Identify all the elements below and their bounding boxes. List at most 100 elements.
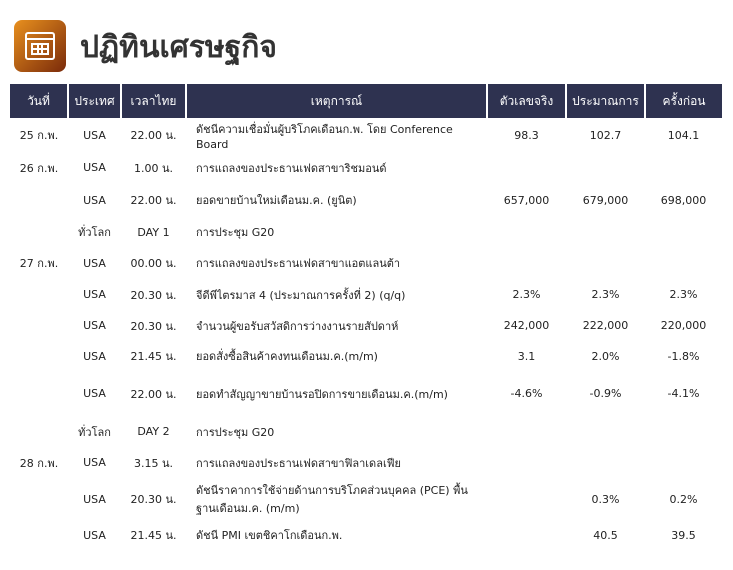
cell-actual (487, 416, 566, 447)
cell-time: 22.00 น. (130, 194, 177, 207)
cell-actual: 3.1 (517, 349, 536, 363)
cell-time: 3.15 น. (133, 456, 173, 470)
cell-country: USA (83, 387, 106, 400)
cell-country: ทั่วโลก (78, 226, 111, 239)
cell-country: USA (83, 349, 106, 363)
cell-country: USA (83, 319, 106, 332)
cell-actual (487, 520, 566, 550)
cell-actual (487, 447, 566, 478)
cell-event: ดัชนีราคาการใช้จ่ายด้านการบริโภคส่วนบุคค… (196, 484, 468, 515)
table-row: USA 21.45 น. ดัชนี PMI เขตชิคาโกเดือนก.พ. 4… (10, 520, 722, 550)
cell-actual (487, 478, 566, 520)
cell-previous (645, 152, 722, 183)
cell-forecast (566, 447, 645, 478)
table-row: ทั่วโลก DAY 1 การประชุม G20 (10, 217, 722, 247)
cell-forecast: -0.9% (589, 387, 622, 400)
cell-previous: -4.1% (667, 387, 700, 400)
cell-event: ยอดขายบ้านใหม่เดือนม.ค. (ยูนิต) (196, 194, 357, 207)
cell-date (10, 478, 68, 520)
cell-date (10, 183, 68, 217)
cell-time: 21.45 น. (130, 529, 177, 542)
cell-forecast: 222,000 (582, 319, 629, 332)
cell-country: USA (83, 128, 106, 142)
cell-forecast: 102.7 (589, 128, 622, 142)
table-row: USA 20.30 น. ดัชนีราคาการใช้จ่ายด้านการบริ… (10, 478, 722, 520)
cell-date (10, 341, 68, 371)
cell-date (10, 371, 68, 416)
cell-event: ดัชนีความเชื่อมั่นผู้บริโภคเดือนก.พ. โดย… (196, 122, 453, 151)
cell-actual: 657,000 (503, 193, 550, 207)
cell-date (10, 279, 68, 310)
cell-previous: 39.5 (671, 528, 696, 542)
cell-forecast (566, 217, 645, 247)
cell-date: 27 ก.พ. (19, 257, 59, 270)
cell-actual (487, 247, 566, 279)
table-row: USA 20.30 น. จีดีพีไตรมาส 4 (ประมาณการครั้… (10, 279, 722, 310)
cell-previous: -1.8% (667, 349, 700, 363)
cell-event: การประชุม G20 (196, 425, 275, 439)
cell-forecast: 0.3% (591, 492, 620, 506)
table-row: 25 ก.พ. USA 22.00 น. ดัชนีความเชื่อมั่นผู้บ… (10, 118, 722, 152)
cell-country: USA (83, 528, 106, 542)
cell-event: ยอดสั่งซื้อสินค้าคงทนเดือนม.ค.(m/m) (196, 350, 378, 363)
column-header-date: วันที่ (10, 84, 68, 118)
cell-previous (645, 447, 722, 478)
cell-time: 22.00 น. (130, 387, 177, 401)
cell-time: 1.00 น. (133, 161, 173, 175)
table-row: USA 21.45 น. ยอดสั่งซื้อสินค้าคงทนเดือนม.ค… (10, 341, 722, 371)
cell-date: 28 ก.พ. (19, 456, 59, 470)
cell-country: USA (83, 193, 106, 207)
cell-actual (487, 217, 566, 247)
column-header-actual: ตัวเลขจริง (486, 84, 566, 118)
cell-previous: 220,000 (660, 319, 707, 332)
cell-time: 20.30 น. (130, 319, 177, 333)
cell-event: การแถลงของประธานเฟดสาขาแอตแลนต้า (196, 257, 401, 270)
column-header-forecast: ประมาณการ (565, 84, 645, 118)
table-row: USA 22.00 น. ยอดขายบ้านใหม่เดือนม.ค. (ยูนิ… (10, 183, 722, 217)
cell-time: 20.30 น. (130, 493, 177, 506)
cell-event: ยอดทำสัญญาขายบ้านรอปิดการขายเดือนม.ค.(m/… (196, 387, 448, 401)
table-row: USA 22.00 น. ยอดทำสัญญาขายบ้านรอปิดการขายเ… (10, 371, 722, 416)
cell-actual (487, 152, 566, 183)
cell-forecast: 40.5 (593, 528, 618, 542)
cell-event: จีดีพีไตรมาส 4 (ประมาณการครั้งที่ 2) (q/… (196, 288, 406, 302)
cell-date (10, 217, 68, 247)
cell-time: DAY 2 (137, 425, 170, 438)
column-header-event: เหตุการณ์ (185, 84, 487, 118)
cell-country: USA (83, 288, 106, 301)
cell-forecast (566, 152, 645, 183)
table-header: วันที่ ประเทศ เวลาไทย เหตุการณ์ ตัวเลขจร… (10, 84, 722, 118)
cell-date (10, 416, 68, 447)
cell-previous: 698,000 (660, 193, 707, 207)
column-header-country: ประเทศ (67, 84, 121, 118)
table-row: 27 ก.พ. USA 00.00 น. การแถลงของประธานเฟดสาข… (10, 247, 722, 279)
cell-previous: 2.3% (669, 288, 698, 301)
cell-time: 20.30 น. (130, 288, 177, 302)
cell-previous (645, 247, 722, 279)
cell-previous (645, 416, 722, 447)
cell-date (10, 310, 68, 341)
cell-actual: 2.3% (512, 288, 541, 301)
cell-time: DAY 1 (137, 225, 170, 239)
cell-date: 25 ก.พ. (19, 129, 59, 142)
cell-forecast: 679,000 (582, 193, 629, 207)
cell-previous: 104.1 (667, 128, 700, 142)
cell-event: การแถลงของประธานเฟดสาขาฟิลาเดลเฟีย (196, 456, 401, 470)
cell-country: USA (83, 456, 106, 469)
page-title: ปฏิทินเศรษฐกิจ (80, 30, 277, 65)
cell-actual: 98.3 (514, 128, 539, 142)
table-row: 26 ก.พ. USA 1.00 น. การแถลงของประธานเฟดสาขา… (10, 152, 722, 183)
table-row: USA 20.30 น. จำนวนผู้ขอรับสวัสดิการว่างงาน… (10, 310, 722, 341)
cell-actual: -4.6% (510, 387, 543, 400)
cell-actual: 242,000 (503, 319, 550, 332)
calendar-icon (14, 20, 66, 72)
cell-event: จำนวนผู้ขอรับสวัสดิการว่างงานรายสัปดาห์ (196, 319, 399, 333)
cell-previous: 0.2% (669, 492, 698, 506)
cell-time: 22.00 น. (130, 129, 177, 142)
cell-country: ทั่วโลก (78, 425, 111, 439)
cell-date: 26 ก.พ. (19, 161, 59, 175)
economic-calendar-table: วันที่ ประเทศ เวลาไทย เหตุการณ์ ตัวเลขจร… (10, 84, 722, 550)
cell-forecast: 2.3% (591, 288, 620, 301)
cell-forecast: 2.0% (591, 349, 620, 363)
cell-country: USA (83, 256, 106, 270)
